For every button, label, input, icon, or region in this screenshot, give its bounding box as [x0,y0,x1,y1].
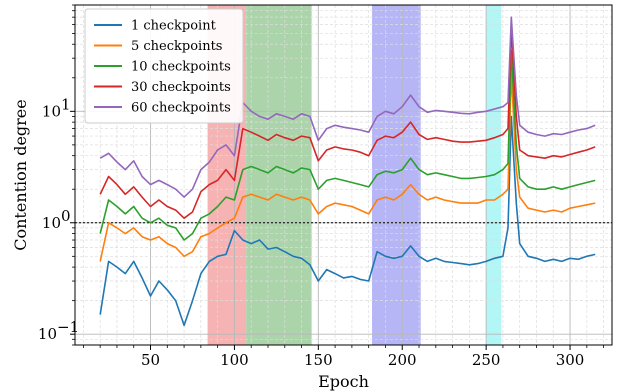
legend: 1 checkpoint 5 checkpoints 10 checkpoints 3… [85,9,243,123]
x-tick-label: 250 [472,351,501,369]
shaded-region-3 [372,5,421,345]
x-tick-label: 100 [220,351,249,369]
x-tick-label: 150 [304,351,333,369]
x-axis-label: Epoch [318,372,369,391]
legend-label-3: 10 checkpoints [131,60,231,75]
y-tick-exponent: 1 [61,95,71,113]
y-tick-label: 10 [42,214,61,232]
legend-label-4: 30 checkpoints [131,80,231,95]
x-tick-label: 300 [556,351,585,369]
y-tick-exponent: −1 [57,318,79,336]
y-tick-label: 10 [38,325,57,343]
y-tick-exponent: 0 [61,207,71,225]
y-tick-label: 10 [42,102,61,120]
y-axis-label: Contention degree [11,99,30,251]
x-tick-label: 200 [388,351,417,369]
legend-label-5: 60 checkpoints [131,101,231,116]
x-tick-label: 50 [141,351,160,369]
legend-label-2: 5 checkpoints [131,39,222,54]
legend-label-1: 1 checkpoint [131,19,217,34]
